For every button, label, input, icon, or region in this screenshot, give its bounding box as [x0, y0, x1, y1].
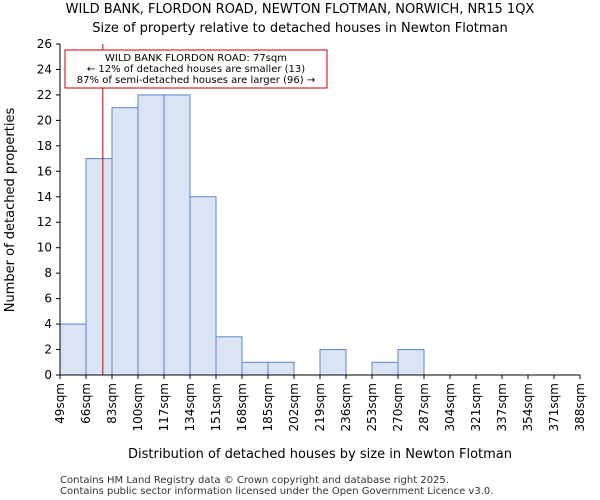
y-tick-label: 14	[37, 190, 52, 204]
chart-title: WILD BANK, FLORDON ROAD, NEWTON FLOTMAN,…	[65, 2, 535, 17]
y-tick-label: 6	[44, 292, 52, 306]
x-tick-label: 354sqm	[521, 383, 535, 431]
bar-168sqm	[241, 361, 269, 376]
annotation-box	[64, 49, 328, 89]
bar-185sqm	[267, 361, 295, 376]
footer-licence: Contains public sector information licen…	[60, 486, 494, 497]
x-axis-label: Distribution of detached houses by size …	[128, 447, 512, 462]
annotation-line-3: 87% of semi-detached houses are larger (…	[77, 75, 315, 86]
bar-117sqm	[163, 94, 191, 376]
x-tick-label: 270sqm	[391, 383, 405, 431]
x-tick-label: 304sqm	[443, 383, 457, 431]
bar-49sqm	[59, 323, 87, 376]
x-tick-label: 388sqm	[573, 383, 587, 431]
y-tick-label: 20	[37, 113, 52, 127]
x-tick-label: 219sqm	[313, 383, 327, 431]
x-tick-label: 185sqm	[261, 383, 275, 431]
footer-copyright: Contains HM Land Registry data © Crown c…	[60, 475, 449, 486]
annotation-line-1: WILD BANK FLORDON ROAD: 77sqm	[105, 53, 287, 64]
bar-151sqm	[215, 336, 243, 376]
bar-270sqm	[397, 349, 425, 376]
y-tick-label: 10	[37, 241, 52, 255]
x-tick-label: 168sqm	[235, 383, 249, 431]
y-tick-label: 4	[44, 317, 52, 331]
annotation-line-2: ← 12% of detached houses are smaller (13…	[87, 64, 305, 75]
x-axis: 49sqm 66sqm 83sqm 100sqm 117sqm 134sqm 151sqm 1…	[53, 374, 587, 431]
x-tick-label: 100sqm	[131, 383, 145, 431]
bar-100sqm	[137, 94, 165, 376]
bars-group	[59, 94, 425, 376]
y-axis-label: Number of detached properties	[3, 108, 18, 313]
y-tick-label: 12	[37, 215, 52, 229]
x-tick-label: 49sqm	[53, 383, 67, 424]
x-tick-label: 253sqm	[365, 383, 379, 431]
x-tick-label: 83sqm	[105, 383, 119, 424]
bar-253sqm	[371, 361, 399, 376]
x-tick-label: 202sqm	[287, 383, 301, 431]
y-tick-label: 8	[44, 266, 52, 280]
x-tick-label: 134sqm	[183, 383, 197, 431]
y-tick-label: 24	[37, 62, 52, 76]
y-tick-label: 0	[44, 368, 52, 382]
x-tick-label: 371sqm	[547, 383, 561, 431]
y-tick-label: 18	[37, 139, 52, 153]
y-tick-label: 26	[37, 37, 52, 51]
x-tick-label: 236sqm	[339, 383, 353, 431]
y-tick-label: 2	[44, 343, 52, 357]
x-tick-label: 337sqm	[495, 383, 509, 431]
bar-134sqm	[189, 196, 217, 376]
x-tick-label: 151sqm	[209, 383, 223, 431]
x-tick-label: 66sqm	[79, 383, 93, 424]
bar-219sqm	[319, 349, 347, 376]
x-tick-label: 321sqm	[469, 383, 483, 431]
bar-83sqm	[111, 107, 139, 376]
x-tick-label: 287sqm	[417, 383, 431, 431]
y-tick-label: 16	[37, 164, 52, 178]
x-tick-label: 117sqm	[157, 383, 171, 431]
y-tick-label: 22	[37, 88, 52, 102]
bar-66sqm	[85, 158, 113, 376]
chart-subtitle: Size of property relative to detached ho…	[92, 21, 508, 36]
